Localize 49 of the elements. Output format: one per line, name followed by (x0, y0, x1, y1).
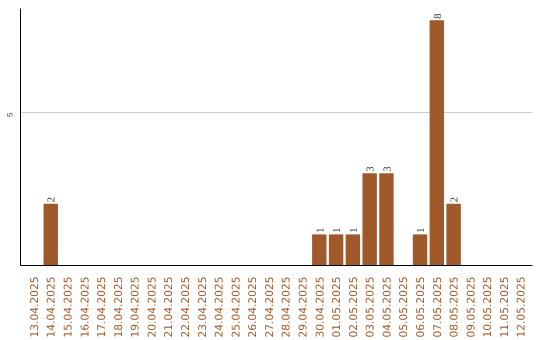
x-tick-label: 20.04.2025 (145, 276, 158, 338)
bar (328, 234, 344, 266)
x-tick-label: 25.04.2025 (229, 276, 242, 338)
x-tick-label: 28.04.2025 (280, 276, 293, 338)
x-tick-label: 04.05.2025 (380, 276, 394, 338)
data-label: 1 (348, 228, 360, 233)
x-tick-label: 10.05.2025 (481, 276, 494, 338)
x-tick-label: 08.05.2025 (448, 276, 461, 338)
x-tick-label: 05.05.2025 (397, 276, 410, 338)
x-tick-label: 26.04.2025 (246, 276, 260, 338)
data-label: 1 (332, 228, 344, 233)
bar (44, 204, 58, 266)
x-tick-label: 18.04.2025 (112, 276, 125, 338)
bar (412, 234, 428, 266)
bar (446, 204, 461, 266)
data-label: 2 (450, 196, 461, 202)
x-tick-label: 13.04.2025 (28, 276, 41, 338)
bar (312, 234, 327, 266)
x-tick-label: 06.05.2025 (414, 276, 428, 338)
x-tick-label: 02.05.2025 (346, 276, 360, 338)
x-tick-label: 17.04.2025 (95, 276, 108, 338)
x-tick-label: 15.04.2025 (62, 276, 75, 338)
data-label: 2 (46, 196, 58, 202)
bar (379, 173, 394, 266)
data-label: 3 (382, 166, 394, 172)
x-tick-label: 22.04.2025 (179, 276, 192, 338)
x-tick-label: 01.05.2025 (330, 276, 344, 338)
x-tick-label: 21.04.2025 (162, 276, 176, 338)
x-tick-label: 11.05.2025 (498, 276, 511, 338)
x-tick-label: 27.04.2025 (262, 276, 276, 338)
bar (346, 234, 360, 266)
y-tick-label: 5 (6, 112, 14, 117)
bar (362, 173, 377, 266)
x-tick-label: 16.04.2025 (78, 276, 92, 338)
x-tick-label: 07.05.2025 (430, 276, 444, 338)
bar (430, 20, 444, 266)
data-label: 3 (366, 166, 377, 172)
data-label: 8 (432, 13, 444, 19)
x-tick-label: 09.05.2025 (464, 276, 478, 338)
x-tick-label: 24.04.2025 (212, 276, 226, 338)
data-label: 1 (315, 228, 326, 233)
x-tick-label: 14.04.2025 (44, 276, 58, 338)
data-label: 1 (416, 228, 428, 233)
x-tick-label: 30.04.2025 (313, 276, 326, 338)
x-tick-label: 29.04.2025 (296, 276, 310, 338)
x-tick-label: 03.05.2025 (364, 276, 377, 338)
x-tick-label: 19.04.2025 (128, 276, 142, 338)
x-tick-label: 23.04.2025 (196, 276, 209, 338)
x-tick-label: 12.05.2025 (514, 276, 528, 338)
